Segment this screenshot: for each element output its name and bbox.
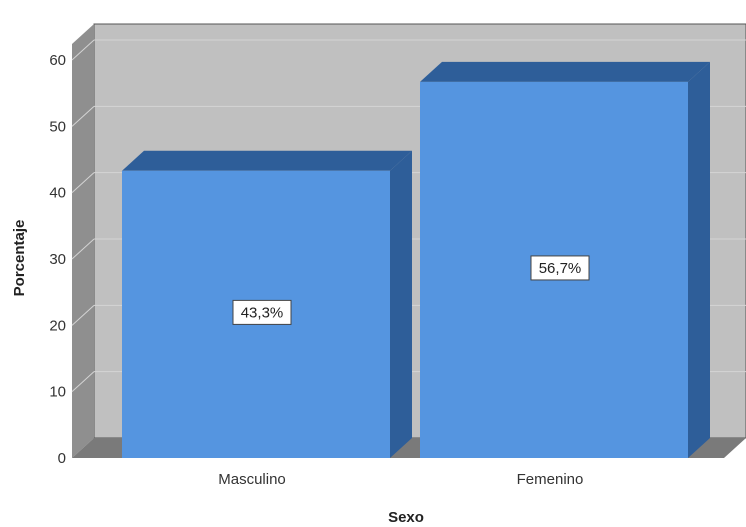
x-category-label: Femenino [517, 471, 584, 488]
bar-femenino: 56,7% [420, 61, 710, 458]
gridline [71, 172, 95, 194]
x-axis-categories: Masculino Femenino [218, 471, 583, 488]
bar-top-face [420, 61, 710, 82]
y-tick-label: 40 [49, 185, 66, 202]
y-tick-label: 30 [49, 251, 66, 268]
bar-side-face [688, 61, 710, 458]
y-tick-label: 0 [58, 450, 66, 467]
y-tick-label: 10 [49, 384, 66, 401]
gridline [71, 105, 95, 127]
data-label: 43,3% [241, 304, 284, 321]
x-axis-title: Sexo [388, 509, 424, 526]
bars: 43,3% 56,7% [122, 61, 710, 458]
side-wall [72, 24, 94, 458]
data-label-box [530, 255, 590, 281]
gridline [71, 371, 95, 393]
gridline [71, 304, 95, 326]
x-category-label: Masculino [218, 471, 286, 488]
bar-top-face [122, 150, 412, 171]
y-axis-title: Porcentaje [11, 220, 28, 297]
gridline [71, 39, 95, 61]
bar-masculino: 43,3% [122, 150, 412, 458]
data-label: 56,7% [539, 260, 582, 277]
gridline [71, 238, 95, 260]
y-tick-label: 50 [49, 118, 66, 135]
y-tick-label: 60 [49, 52, 66, 69]
y-tick-label: 20 [49, 317, 66, 334]
data-label-box [232, 299, 292, 325]
y-axis-ticks: 0 10 20 30 40 50 60 [49, 52, 66, 467]
bar-side-face [390, 150, 412, 458]
